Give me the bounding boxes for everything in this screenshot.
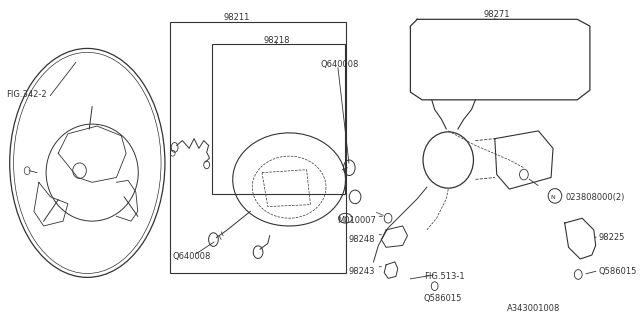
Text: 98211: 98211 [223, 12, 250, 21]
Bar [170, 22, 346, 273]
Text: 98243: 98243 [348, 267, 374, 276]
Text: A343001008: A343001008 [506, 304, 560, 313]
Text: 98218: 98218 [264, 36, 291, 45]
Text: Q586015: Q586015 [598, 267, 637, 276]
Text: Q640008: Q640008 [173, 252, 211, 261]
Bar [211, 44, 346, 194]
Text: M010007: M010007 [337, 216, 376, 225]
Text: FIG.342-2: FIG.342-2 [6, 90, 47, 99]
Text: N: N [550, 195, 556, 200]
Text: 98225: 98225 [598, 233, 625, 242]
Text: Q586015: Q586015 [424, 294, 462, 303]
Text: 023808000(2): 023808000(2) [566, 193, 625, 202]
Text: 98248: 98248 [348, 235, 374, 244]
Text: 98271: 98271 [483, 10, 509, 19]
Text: Q640008: Q640008 [320, 60, 358, 69]
Text: FIG.513-1: FIG.513-1 [424, 272, 465, 281]
